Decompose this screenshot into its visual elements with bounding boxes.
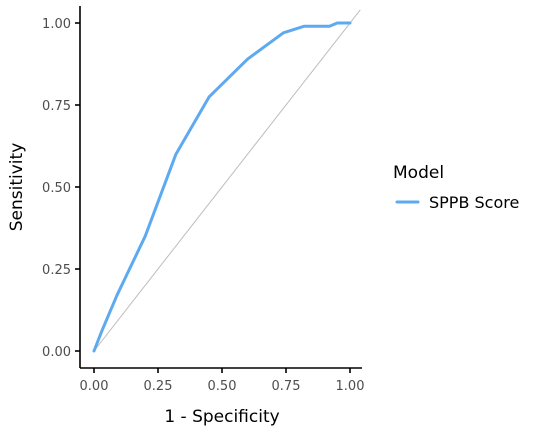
- x-tick-label: 0.75: [272, 379, 301, 394]
- y-axis-title: Sensitivity: [7, 143, 27, 232]
- x-tick-label: 0.25: [144, 379, 173, 394]
- y-tick-label: 0.75: [42, 99, 71, 114]
- reference-diagonal-line: [93, 9, 361, 352]
- axes: 0.00 0.25 0.50 0.75 1.00 0.00 0.25 0.50 0.75 1.00: [42, 6, 364, 394]
- y-tick-label: 0.00: [42, 345, 71, 360]
- x-tick-label: 1.00: [336, 379, 365, 394]
- legend-label-sppb-score: SPPB Score: [429, 193, 519, 212]
- x-tick-label: 0.50: [208, 379, 237, 394]
- series-line-0: [92, 21, 352, 353]
- plot-area: [92, 9, 361, 353]
- y-tick-label: 0.50: [42, 181, 71, 196]
- legend-title: Model: [393, 163, 444, 183]
- y-tick-label: 1.00: [42, 17, 71, 32]
- legend: Model SPPB Score: [393, 163, 519, 212]
- x-tick-label: 0.00: [80, 379, 109, 394]
- y-tick-label: 0.25: [42, 263, 71, 278]
- x-axis-title: 1 - Specificity: [164, 407, 279, 427]
